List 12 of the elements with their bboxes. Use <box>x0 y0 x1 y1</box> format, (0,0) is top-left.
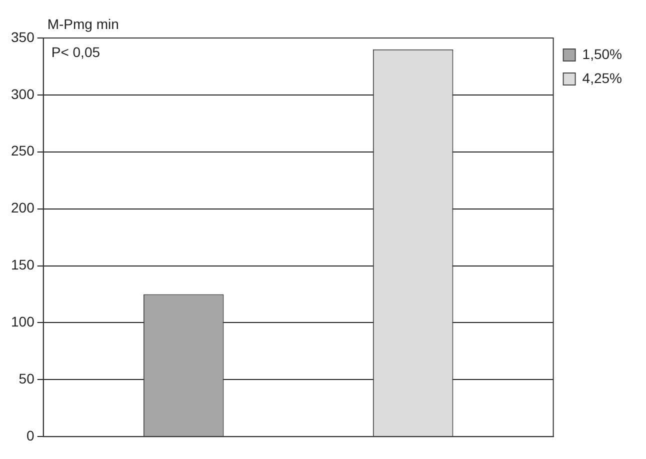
legend-label: 4,25% <box>582 70 622 86</box>
y-axis-title: M-Pmg min <box>47 16 119 32</box>
y-tick-label: 350 <box>11 28 35 45</box>
y-tick-label: 200 <box>11 200 35 216</box>
y-tick-label: 150 <box>11 256 35 273</box>
y-tick-label: 300 <box>11 86 35 102</box>
y-tick-label: 250 <box>11 142 35 159</box>
y-tick-label: 50 <box>18 370 35 387</box>
y-tick-label: 0 <box>26 427 35 444</box>
y-tick-label: 100 <box>11 314 35 330</box>
legend-label: 1,50% <box>582 46 622 62</box>
annotation: P< 0,05 <box>51 44 100 60</box>
